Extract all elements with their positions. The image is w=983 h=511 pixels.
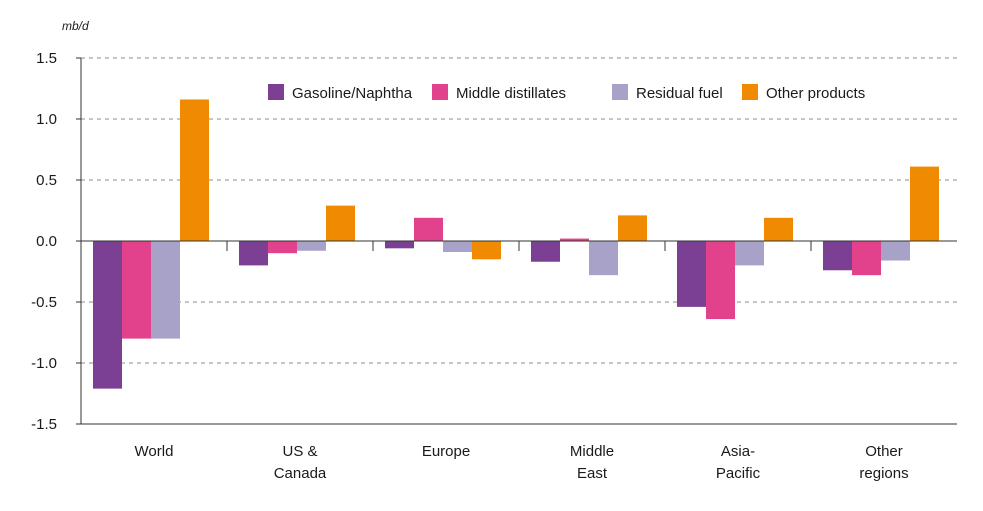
y-tick-label: -1.0 <box>31 355 57 372</box>
x-category-labels: World US & Canada Europe Middle East Asia- Paci… <box>135 443 909 482</box>
bar <box>297 241 326 251</box>
y-tick-label: 0.0 <box>36 233 57 250</box>
bar <box>385 241 414 249</box>
bar <box>881 241 910 261</box>
bar <box>151 241 180 339</box>
bar <box>122 241 151 339</box>
legend-swatch <box>432 84 448 100</box>
bar <box>852 241 881 276</box>
category-label: Pacific <box>716 465 761 482</box>
category-label: Europe <box>422 443 470 460</box>
bar <box>910 166 939 241</box>
bar <box>764 217 793 241</box>
y-tick-label: -1.5 <box>31 416 57 433</box>
legend-swatch <box>268 84 284 100</box>
bar <box>589 241 618 276</box>
bar <box>268 241 297 254</box>
bar <box>326 205 355 241</box>
category-label: regions <box>859 465 908 482</box>
legend-swatch <box>742 84 758 100</box>
legend-label: Gasoline/Naphtha <box>292 85 413 102</box>
axes <box>76 57 957 425</box>
bar <box>706 241 735 320</box>
y-tick-labels: 1.5 1.0 0.5 0.0 -0.5 -1.0 -1.5 <box>31 50 57 433</box>
category-label: Middle <box>570 443 614 460</box>
bars <box>93 99 939 389</box>
bar <box>414 217 443 241</box>
bar <box>180 99 209 241</box>
bar <box>443 241 472 252</box>
bar <box>735 241 764 266</box>
bar <box>531 241 560 262</box>
bar <box>93 241 122 389</box>
bar <box>677 241 706 307</box>
category-label: Other <box>865 443 903 460</box>
category-label: US & <box>282 443 317 460</box>
category-label: East <box>577 465 608 482</box>
bar <box>239 241 268 266</box>
legend: Gasoline/Naphtha Middle distillates Residu… <box>268 84 865 102</box>
bar <box>618 215 647 241</box>
bar <box>823 241 852 271</box>
legend-label: Other products <box>766 85 865 102</box>
y-unit-label: mb/d <box>62 19 89 33</box>
legend-label: Middle distillates <box>456 85 566 102</box>
y-tick-label: 1.5 <box>36 50 57 67</box>
bar <box>472 241 501 260</box>
legend-swatch <box>612 84 628 100</box>
category-label: Canada <box>274 465 327 482</box>
category-label: Asia- <box>721 443 755 460</box>
y-tick-label: -0.5 <box>31 294 57 311</box>
bar <box>560 238 589 241</box>
category-label: World <box>135 443 174 460</box>
legend-label: Residual fuel <box>636 85 723 102</box>
y-tick-label: 1.0 <box>36 111 57 128</box>
y-tick-label: 0.5 <box>36 172 57 189</box>
grid <box>81 57 957 364</box>
